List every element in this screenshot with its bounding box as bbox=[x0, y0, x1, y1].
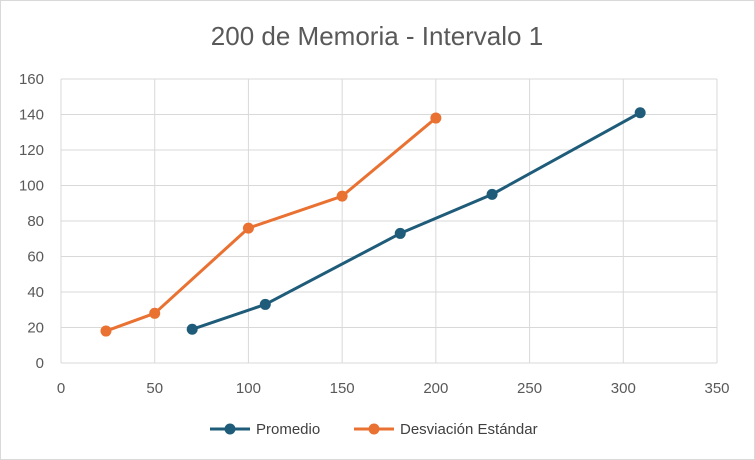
data-point bbox=[186, 323, 198, 335]
x-tick-label: 100 bbox=[236, 380, 261, 397]
legend-item: Desviación Estándar bbox=[354, 421, 538, 438]
data-point bbox=[394, 227, 406, 239]
legend: Promedio Desviación Estándar bbox=[210, 421, 538, 438]
series-2 bbox=[100, 112, 442, 337]
legend-label: Promedio bbox=[256, 421, 320, 438]
data-point bbox=[430, 112, 442, 124]
y-tick-label: 40 bbox=[27, 284, 44, 301]
data-point bbox=[149, 307, 161, 319]
x-tick-label: 150 bbox=[330, 380, 355, 397]
series-1 bbox=[186, 107, 646, 335]
x-axis-ticks: 0 50 100 150 200 250 300 350 bbox=[57, 380, 730, 397]
chart-title: 200 de Memoria - Intervalo 1 bbox=[211, 21, 543, 51]
y-tick-label: 80 bbox=[27, 213, 44, 230]
x-tick-label: 300 bbox=[611, 380, 636, 397]
data-point bbox=[242, 222, 254, 234]
y-tick-label: 20 bbox=[27, 320, 44, 337]
data-point bbox=[336, 190, 348, 202]
y-tick-label: 140 bbox=[19, 107, 44, 124]
y-axis-ticks: 0 20 40 60 80 100 120 140 160 bbox=[19, 71, 44, 372]
legend-marker bbox=[224, 423, 236, 435]
legend-marker bbox=[368, 423, 380, 435]
x-tick-label: 0 bbox=[57, 380, 65, 397]
y-tick-label: 0 bbox=[36, 355, 44, 372]
x-tick-label: 350 bbox=[704, 380, 729, 397]
data-point bbox=[100, 325, 112, 337]
y-tick-label: 120 bbox=[19, 142, 44, 159]
legend-item: Promedio bbox=[210, 421, 320, 438]
y-tick-label: 100 bbox=[19, 178, 44, 195]
x-tick-label: 200 bbox=[423, 380, 448, 397]
data-point bbox=[259, 298, 271, 310]
y-tick-label: 160 bbox=[19, 71, 44, 88]
grid-layer bbox=[60, 78, 718, 364]
legend-label: Desviación Estándar bbox=[400, 421, 538, 438]
y-tick-label: 60 bbox=[27, 249, 44, 266]
x-tick-label: 50 bbox=[146, 380, 163, 397]
data-point bbox=[634, 107, 646, 119]
data-point bbox=[486, 188, 498, 200]
x-tick-label: 250 bbox=[517, 380, 542, 397]
series-layer bbox=[100, 107, 646, 337]
